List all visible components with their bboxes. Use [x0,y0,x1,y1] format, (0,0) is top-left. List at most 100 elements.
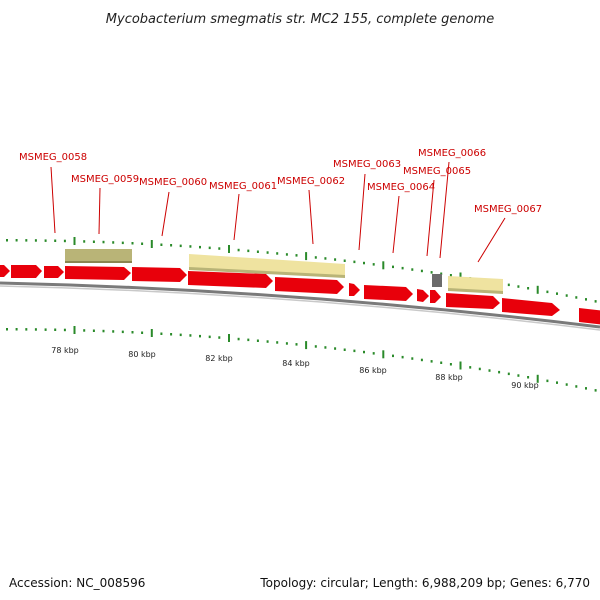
minor-tick [208,246,211,250]
genome-summary-text: Topology: circular; Length: 6,988,209 bp… [260,576,590,590]
cds-track [0,265,600,325]
minor-tick [420,358,423,362]
gene-label[interactable]: MSMEG_0063 [333,159,401,170]
cds-arrow[interactable] [11,265,42,278]
feature-track [65,249,503,294]
minor-tick [334,347,337,350]
minor-tick [83,329,86,332]
cds-arrow[interactable] [44,266,64,278]
minor-tick [295,254,298,257]
minor-tick [594,300,597,303]
cds-arrow[interactable] [132,267,187,282]
minor-tick [276,341,279,344]
cds-arrow[interactable] [446,293,500,309]
minor-tick [420,269,423,273]
feature-msmeg-0059[interactable] [65,249,132,262]
gene-label[interactable]: MSMEG_0061 [209,181,277,192]
major-tick [536,374,539,383]
minor-tick [314,256,317,259]
cds-arrow[interactable] [430,290,441,303]
major-tick [382,350,385,359]
minor-tick [372,263,375,266]
feature-msmeg-0067[interactable] [448,276,503,292]
minor-tick [295,343,298,346]
minor-tick [189,334,192,337]
minor-tick [199,245,201,249]
minor-tick [507,283,510,287]
minor-tick [160,243,163,246]
minor-tick [131,242,134,245]
minor-tick [112,330,115,333]
minor-tick [585,387,587,390]
major-tick [382,261,385,270]
minor-tick [256,250,259,253]
major-tick [150,240,153,248]
cds-arrow[interactable] [65,266,131,280]
minor-tick [343,348,346,351]
lower-tick-row [6,326,597,392]
minor-tick [15,239,18,242]
minor-tick [285,253,288,256]
minor-tick [440,272,443,275]
axis-label: 86 kbp [359,366,387,375]
cds-arrow[interactable] [417,289,429,302]
minor-tick [131,331,134,334]
minor-tick [324,257,327,260]
minor-tick [160,332,163,335]
minor-tick [527,376,530,379]
minor-tick [121,241,124,245]
minor-tick [25,328,28,331]
gene-label[interactable]: MSMEG_0067 [474,204,542,215]
cds-arrow[interactable] [364,285,413,301]
minor-tick [237,337,240,341]
gene-label[interactable]: MSMEG_0060 [139,177,207,188]
minor-tick [15,328,18,331]
minor-tick [585,298,587,301]
minor-tick [565,383,568,386]
minor-tick [247,249,250,253]
cds-arrow[interactable] [275,277,344,294]
axis-label: 80 kbp [128,350,156,359]
minor-tick [363,261,365,265]
minor-tick [25,239,28,242]
feature-msmeg-0065[interactable] [432,274,442,287]
cds-arrow[interactable] [0,265,10,277]
gene-label[interactable]: MSMEG_0058 [19,152,87,163]
cds-arrow[interactable] [579,308,600,325]
minor-tick [170,244,173,247]
minor-tick [517,285,520,288]
axis-labels: 78 kbp 80 kbp 82 kbp 84 kbp 86 kbp 88 kb… [51,346,539,390]
minor-tick [285,342,288,345]
minor-tick [266,340,269,343]
gene-label[interactable]: MSMEG_0064 [367,182,435,193]
cds-arrow[interactable] [502,298,560,316]
minor-tick [372,352,375,355]
gene-label[interactable]: MSMEG_0066 [418,148,486,159]
gene-label[interactable]: MSMEG_0065 [403,166,471,177]
minor-tick [141,242,144,245]
axis-label: 82 kbp [205,354,233,363]
major-tick [305,252,308,261]
minor-tick [411,357,414,360]
minor-tick [517,374,520,377]
minor-tick [401,266,404,270]
gene-label[interactable]: MSMEG_0062 [277,176,345,187]
minor-tick [546,290,549,294]
label-leaders [50,161,506,263]
upper-tick-row [6,237,597,303]
minor-tick [92,329,95,332]
axis-label: 88 kbp [435,373,463,382]
minor-tick [556,381,558,384]
minor-tick [237,248,240,252]
minor-tick [256,339,259,342]
minor-tick [449,363,452,366]
feature-msmeg-0061[interactable] [189,254,345,276]
minor-tick [34,328,37,331]
minor-tick [575,296,578,299]
gene-label[interactable]: MSMEG_0059 [71,174,139,185]
cds-arrow[interactable] [349,283,360,296]
cds-arrow[interactable] [188,271,273,288]
genome-backbone-shadow [0,285,600,331]
minor-tick [488,369,491,372]
